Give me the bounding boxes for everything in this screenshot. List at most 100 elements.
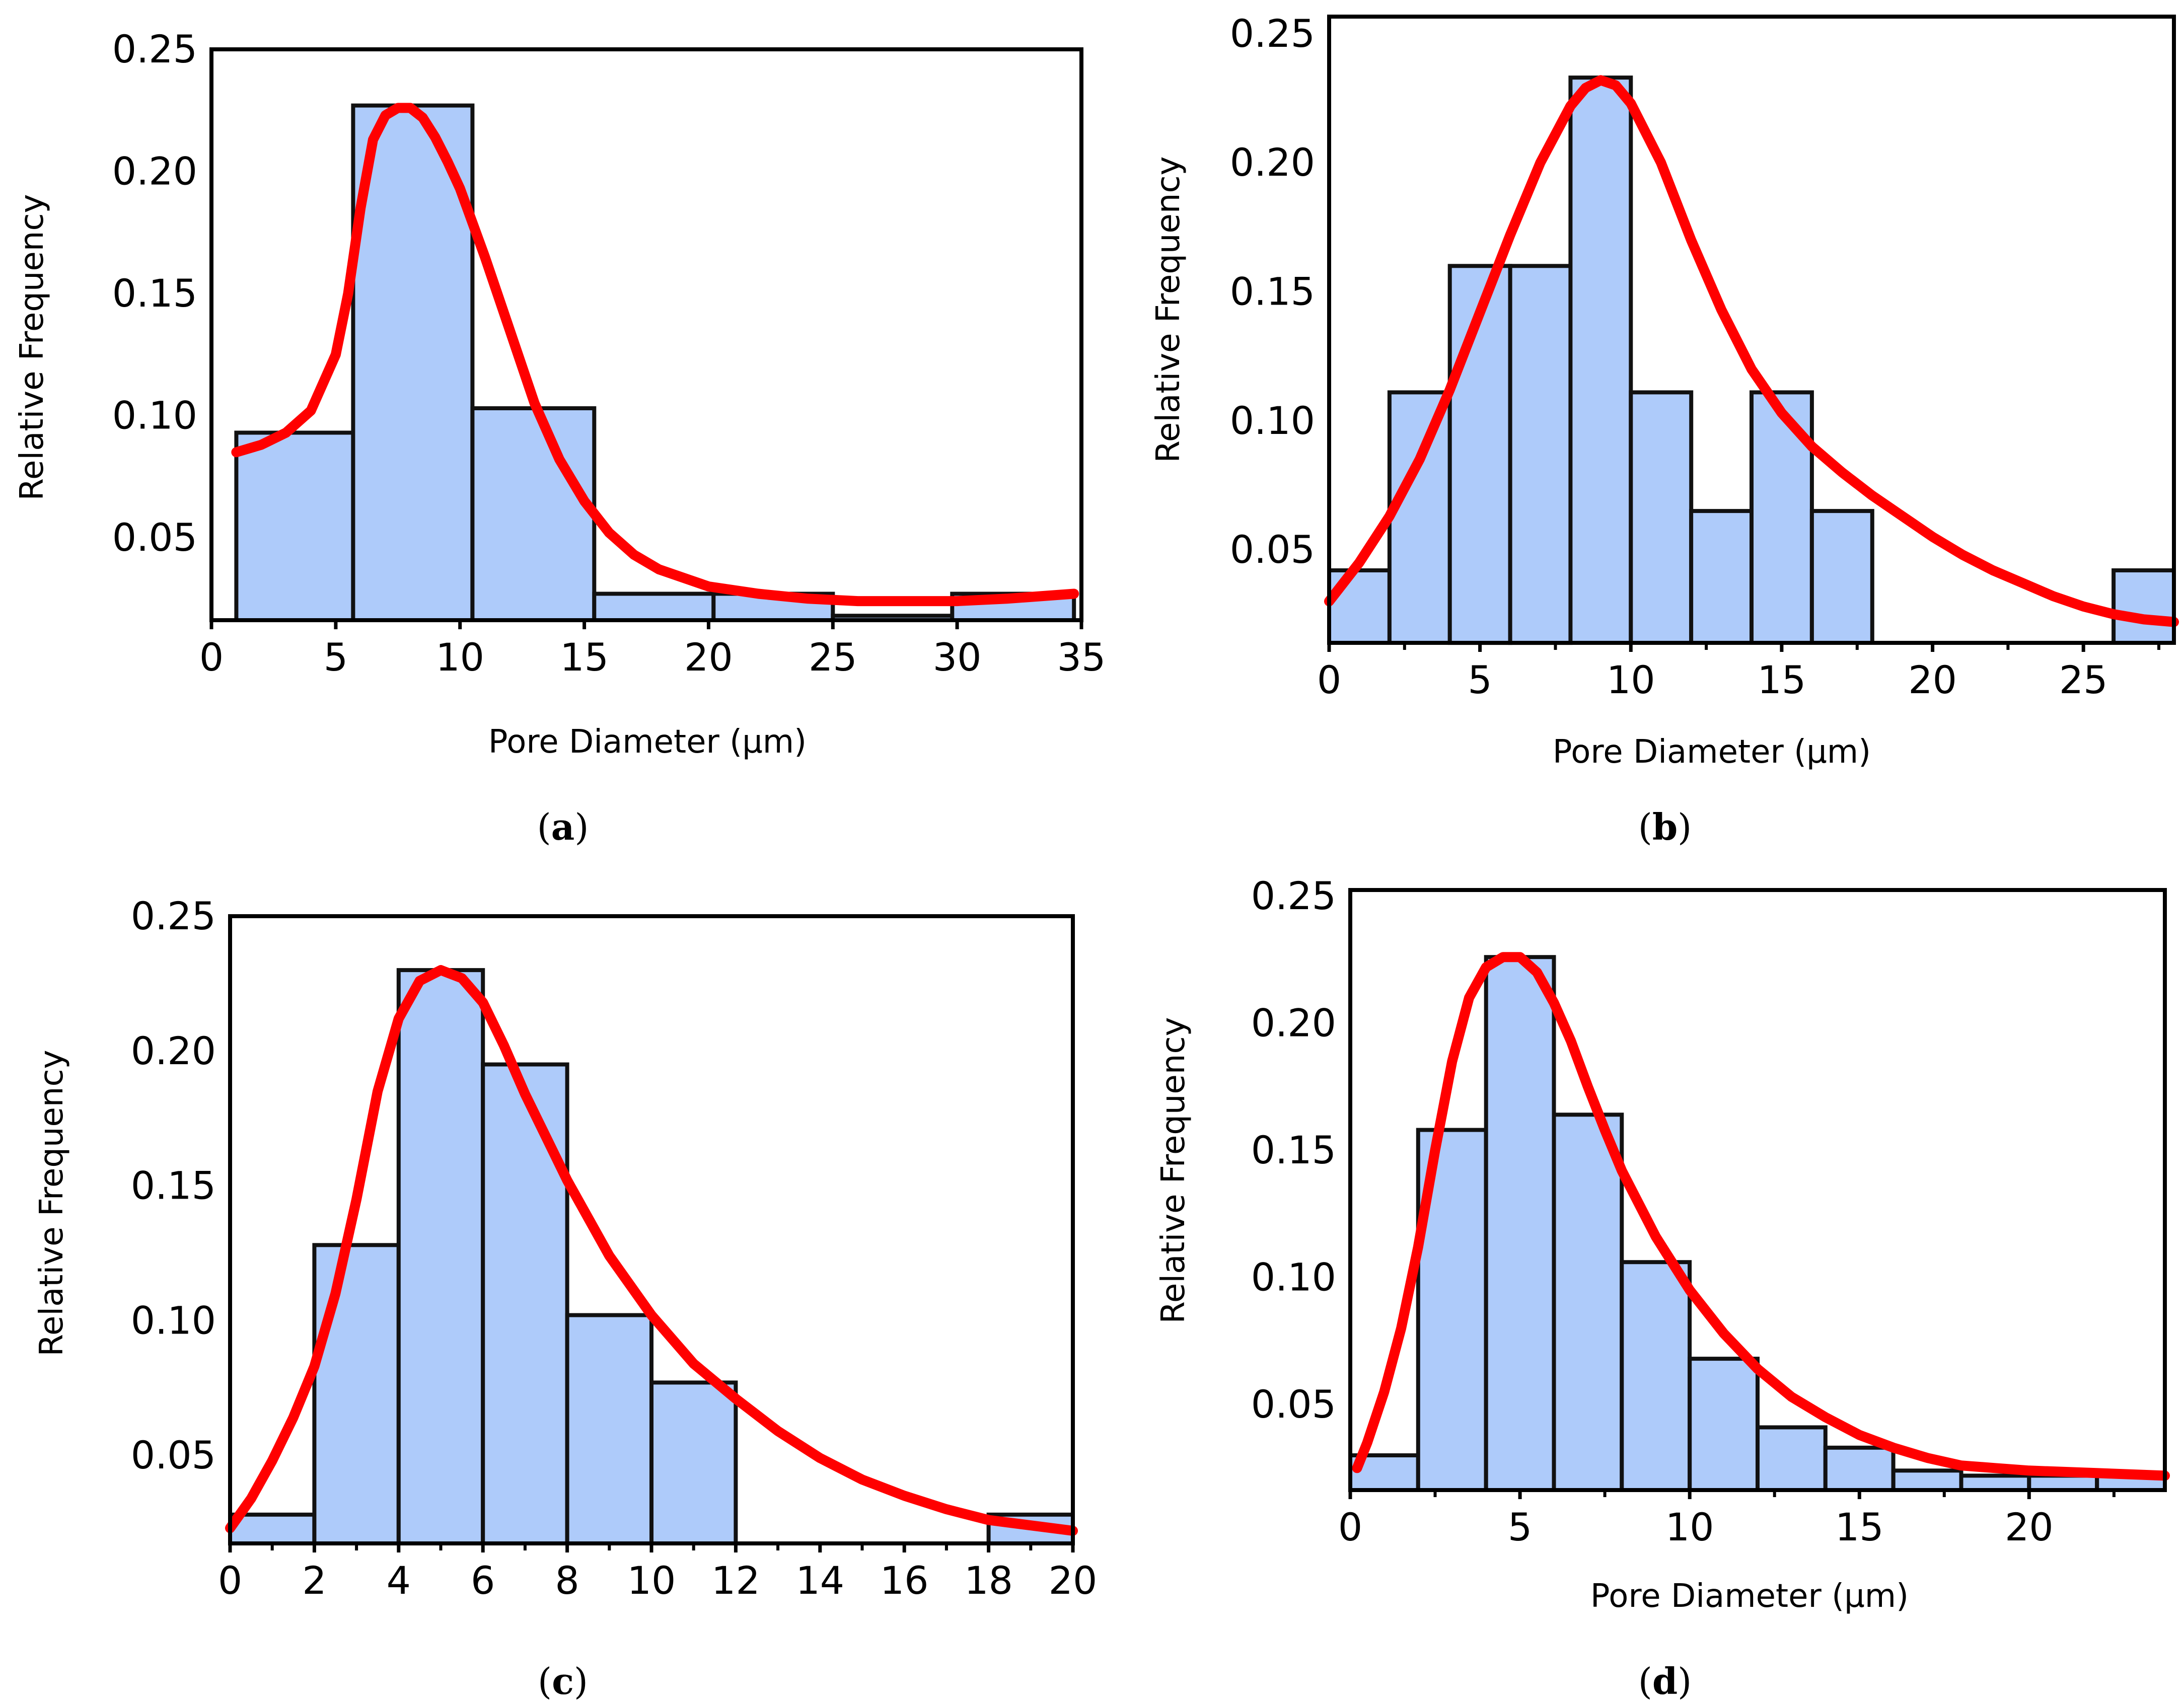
panel-d-plot: 0.05 0.10 0.15 0.20 0.25 0 5 10 15 20 bbox=[1251, 873, 2170, 1549]
panel-b-frame bbox=[1327, 15, 2176, 645]
panel-c-xtick-label-0: 0 bbox=[218, 1558, 242, 1603]
panel-d-xtick-label-0: 0 bbox=[1338, 1505, 1362, 1549]
panel-a-bar-0 bbox=[234, 430, 355, 622]
panel-b-xtick-label-4: 20 bbox=[1908, 657, 1957, 702]
panel-a-fit-curve bbox=[231, 103, 1079, 607]
panel-d-bar-2 bbox=[1484, 955, 1556, 1492]
panel-b-bar-3 bbox=[1508, 264, 1573, 645]
panel-b-xtick-label-1: 5 bbox=[1468, 657, 1492, 702]
panel-c-xtick-label-7: 14 bbox=[795, 1558, 844, 1603]
panel-d-bar-7 bbox=[1823, 1445, 1896, 1493]
panel-a-bar-3 bbox=[592, 591, 716, 622]
panel-b-ytick-label-4: 0.25 bbox=[1230, 11, 1315, 56]
panel-d-bar-10 bbox=[2027, 1473, 2099, 1492]
panel-a-xtick-label-1: 5 bbox=[324, 635, 348, 680]
panel-b-xtick-label-0: 0 bbox=[1317, 657, 1341, 702]
panel-b-ylabel: Relative Frequency bbox=[1150, 156, 1187, 463]
panel-b-bar-6 bbox=[1689, 509, 1754, 645]
panel-d-xlabel: Pore Diameter (µm) bbox=[1590, 1578, 1909, 1615]
panel-a-bar-2 bbox=[470, 406, 597, 622]
panel-b-bar-8 bbox=[1809, 509, 1874, 645]
panel-a-xtick-label-7: 35 bbox=[1057, 635, 1106, 680]
panel-a-frame bbox=[209, 47, 1083, 622]
panel-c-xtick-label-9: 18 bbox=[964, 1558, 1013, 1603]
panel-d-bar-3 bbox=[1552, 1113, 1624, 1493]
panel-b-bar-5 bbox=[1629, 390, 1694, 645]
panel-c-xtick-label-3: 6 bbox=[471, 1558, 495, 1603]
panel-c: 0.05 0.10 0.15 0.20 0.25 0 2 4 6 8 10 12 14 16 18 20 Re… bbox=[33, 894, 1097, 1702]
panel-d-bar-9 bbox=[1959, 1473, 2031, 1492]
panel-b-bar-2 bbox=[1447, 264, 1512, 645]
panel-c-xtick-label-5: 10 bbox=[627, 1558, 676, 1603]
panel-b-ytick-label-3: 0.20 bbox=[1230, 140, 1315, 185]
panel-c-bar-1 bbox=[312, 1243, 401, 1546]
panel-c-ytick-label-0: 0.05 bbox=[131, 1433, 216, 1477]
panel-c-xtick-label-6: 12 bbox=[711, 1558, 760, 1603]
panel-b-xtick-label-2: 10 bbox=[1607, 657, 1655, 702]
panel-d-ytick-label-0: 0.05 bbox=[1251, 1382, 1336, 1427]
panel-b-bar-9 bbox=[2112, 568, 2176, 645]
panel-c-xtick-label-1: 2 bbox=[302, 1558, 326, 1603]
panel-c-bar-3 bbox=[481, 1062, 569, 1545]
panel-c-plot: 0.05 0.10 0.15 0.20 0.25 0 2 4 6 8 10 12 14 16 18 20 bbox=[131, 894, 1098, 1603]
panel-a-xtick-label-6: 30 bbox=[933, 635, 982, 680]
panel-b-xtick-label-3: 15 bbox=[1758, 657, 1806, 702]
panel-a-ytick-label-2: 0.15 bbox=[112, 271, 197, 316]
panel-b-plot: 0.05 0.10 0.15 0.20 0.25 0 5 10 15 20 25 bbox=[1230, 11, 2179, 702]
panel-b-ytick-label-2: 0.15 bbox=[1230, 269, 1315, 314]
panel-d-ytick-label-4: 0.25 bbox=[1251, 873, 1336, 918]
panel-c-ytick-label-2: 0.15 bbox=[131, 1163, 216, 1208]
panel-c-fit-curve bbox=[225, 965, 1078, 1536]
panel-a-ytick-label-4: 0.25 bbox=[112, 27, 197, 71]
panel-a: 0.05 0.10 0.15 0.20 0.25 0 5 10 15 20 25 30 35 Relat… bbox=[14, 27, 1106, 848]
panel-a-xlabel: Pore Diameter (µm) bbox=[488, 723, 807, 761]
panel-a-label: (a) bbox=[537, 805, 589, 848]
panel-c-xtick-label-4: 8 bbox=[555, 1558, 579, 1603]
panel-b-label: (b) bbox=[1638, 805, 1692, 848]
panel-a-plot: 0.05 0.10 0.15 0.20 0.25 0 5 10 15 20 25 30 35 bbox=[112, 27, 1106, 680]
panel-b-bar-0 bbox=[1327, 568, 1392, 645]
panel-b-fit-curve bbox=[1324, 75, 2179, 627]
panel-a-xtick-label-5: 25 bbox=[809, 635, 857, 680]
panel-d-ylabel: Relative Frequency bbox=[1155, 1017, 1192, 1323]
panel-b: 0.05 0.10 0.15 0.20 0.25 0 5 10 15 20 25 Relative … bbox=[1150, 11, 2179, 848]
panel-d-letter: d bbox=[1652, 1660, 1678, 1702]
panel-c-xtick-label-10: 20 bbox=[1049, 1558, 1098, 1603]
panel-a-ylabel: Relative Frequency bbox=[14, 194, 51, 500]
panel-a-xtick-label-2: 10 bbox=[435, 635, 484, 680]
panel-a-ytick-label-1: 0.10 bbox=[112, 393, 197, 438]
panel-c-bar-4 bbox=[565, 1313, 653, 1545]
panel-a-letter: a bbox=[551, 805, 575, 848]
panel-a-xtick-label-0: 0 bbox=[199, 635, 224, 680]
panel-a-xtick-label-3: 15 bbox=[560, 635, 609, 680]
panel-b-bar-4 bbox=[1568, 76, 1633, 645]
panel-c-ytick-label-4: 0.25 bbox=[131, 894, 216, 938]
panel-b-ytick-label-1: 0.10 bbox=[1230, 398, 1315, 443]
panel-c-bar-5 bbox=[649, 1380, 738, 1545]
panel-a-ytick-label-0: 0.05 bbox=[112, 515, 197, 560]
panel-d-ytick-label-1: 0.10 bbox=[1251, 1255, 1336, 1300]
panel-c-ytick-label-1: 0.10 bbox=[131, 1298, 216, 1343]
panel-d-bar-4 bbox=[1620, 1260, 1692, 1492]
panel-d-ytick-label-2: 0.15 bbox=[1251, 1128, 1336, 1172]
panel-d-fit-curve bbox=[1352, 952, 2170, 1481]
panel-b-ytick-label-0: 0.05 bbox=[1230, 527, 1315, 572]
panel-c-xtick-label-8: 16 bbox=[880, 1558, 929, 1603]
panel-c-bar-0 bbox=[228, 1512, 317, 1546]
panel-a-xtick-label-4: 20 bbox=[684, 635, 733, 680]
panel-d-label: (d) bbox=[1638, 1660, 1692, 1702]
panel-c-letter: c bbox=[552, 1660, 574, 1702]
panel-a-ytick-label-3: 0.20 bbox=[112, 149, 197, 194]
panel-c-bar-2 bbox=[396, 968, 485, 1545]
panel-b-bar-1 bbox=[1387, 390, 1452, 645]
panel-d-xtick-label-4: 20 bbox=[2005, 1505, 2054, 1549]
panel-d-bar-5 bbox=[1688, 1357, 1760, 1493]
panel-d-frame bbox=[1348, 888, 2167, 1492]
panel-c-label: (c) bbox=[538, 1660, 588, 1702]
panel-d: 0.05 0.10 0.15 0.20 0.25 0 5 10 15 20 Relative Fr… bbox=[1155, 873, 2170, 1702]
panel-d-xtick-label-1: 5 bbox=[1508, 1505, 1532, 1549]
panel-d-bar-6 bbox=[1756, 1425, 1828, 1492]
panel-d-bar-8 bbox=[1891, 1468, 1963, 1493]
panel-c-ylabel: Relative Frequency bbox=[33, 1050, 70, 1356]
